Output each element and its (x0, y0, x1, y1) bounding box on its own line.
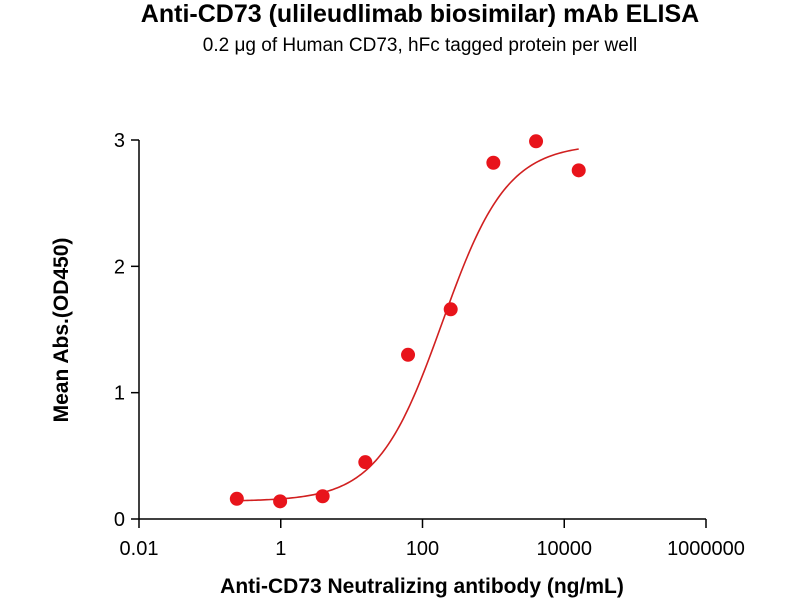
data-point (315, 489, 330, 504)
y-tick-label: 2 (114, 256, 125, 278)
data-point (571, 163, 586, 178)
fit-curve (236, 148, 579, 502)
chart-subtitle: 0.2 μg of Human CD73, hFc tagged protein… (202, 35, 638, 56)
y-tick-label: 3 (114, 130, 125, 152)
data-point (486, 155, 501, 170)
axes (138, 140, 706, 520)
data-point (273, 494, 288, 509)
x-tick-label: 1000000 (667, 538, 745, 560)
data-point (443, 302, 458, 317)
x-tick-label: 100 (406, 538, 439, 560)
y-tick-label: 1 (114, 383, 125, 405)
x-tick-label: 1 (275, 538, 286, 560)
y-tick-label: 0 (114, 509, 125, 531)
x-axis-title: Anti-CD73 Neutralizing antibody (ng/mL) (220, 575, 624, 598)
data-point (229, 491, 244, 506)
y-ticks: 0 1 2 3 (114, 130, 139, 531)
data-points (229, 134, 586, 509)
y-axis-title: Mean Abs.(OD450) (50, 238, 73, 423)
x-ticks: 0.01 1 100 10000 1000000 (120, 519, 745, 560)
data-point (401, 347, 416, 362)
x-tick-label: 0.01 (120, 538, 159, 560)
x-tick-label: 10000 (536, 538, 592, 560)
data-point (358, 455, 373, 470)
chart-title: Anti-CD73 (ulileudlimab biosimilar) mAb … (140, 0, 700, 28)
data-point (529, 134, 544, 149)
